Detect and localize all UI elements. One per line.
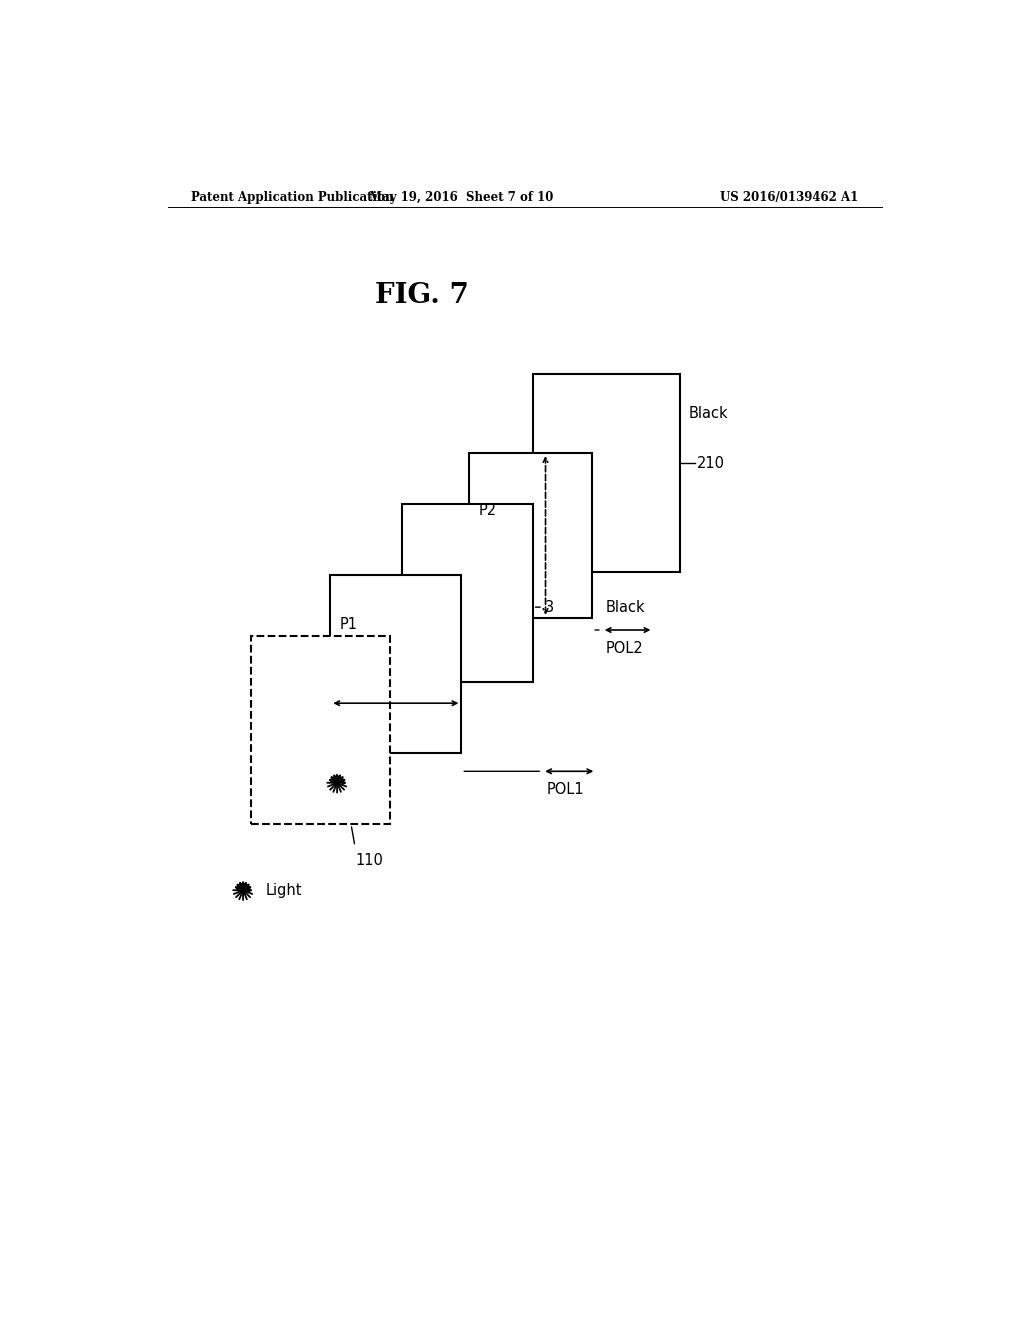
Text: POL2: POL2 — [606, 640, 643, 656]
Bar — [469, 453, 592, 618]
Text: Light: Light — [265, 883, 302, 898]
Text: 110: 110 — [355, 853, 383, 867]
Text: US 2016/0139462 A1: US 2016/0139462 A1 — [720, 190, 858, 203]
Text: 210: 210 — [697, 455, 725, 470]
Text: Black: Black — [606, 601, 645, 615]
Text: 3: 3 — [545, 599, 554, 615]
Text: Black: Black — [689, 407, 729, 421]
Bar — [251, 636, 390, 824]
Text: P2: P2 — [479, 503, 497, 519]
Text: P1: P1 — [340, 618, 358, 632]
Bar — [401, 504, 532, 682]
Text: FIG. 7: FIG. 7 — [375, 282, 469, 309]
Bar — [331, 576, 462, 752]
Text: POL1: POL1 — [546, 781, 584, 797]
Bar — [532, 374, 680, 572]
Text: May 19, 2016  Sheet 7 of 10: May 19, 2016 Sheet 7 of 10 — [369, 190, 554, 203]
Text: Patent Application Publication: Patent Application Publication — [191, 190, 394, 203]
